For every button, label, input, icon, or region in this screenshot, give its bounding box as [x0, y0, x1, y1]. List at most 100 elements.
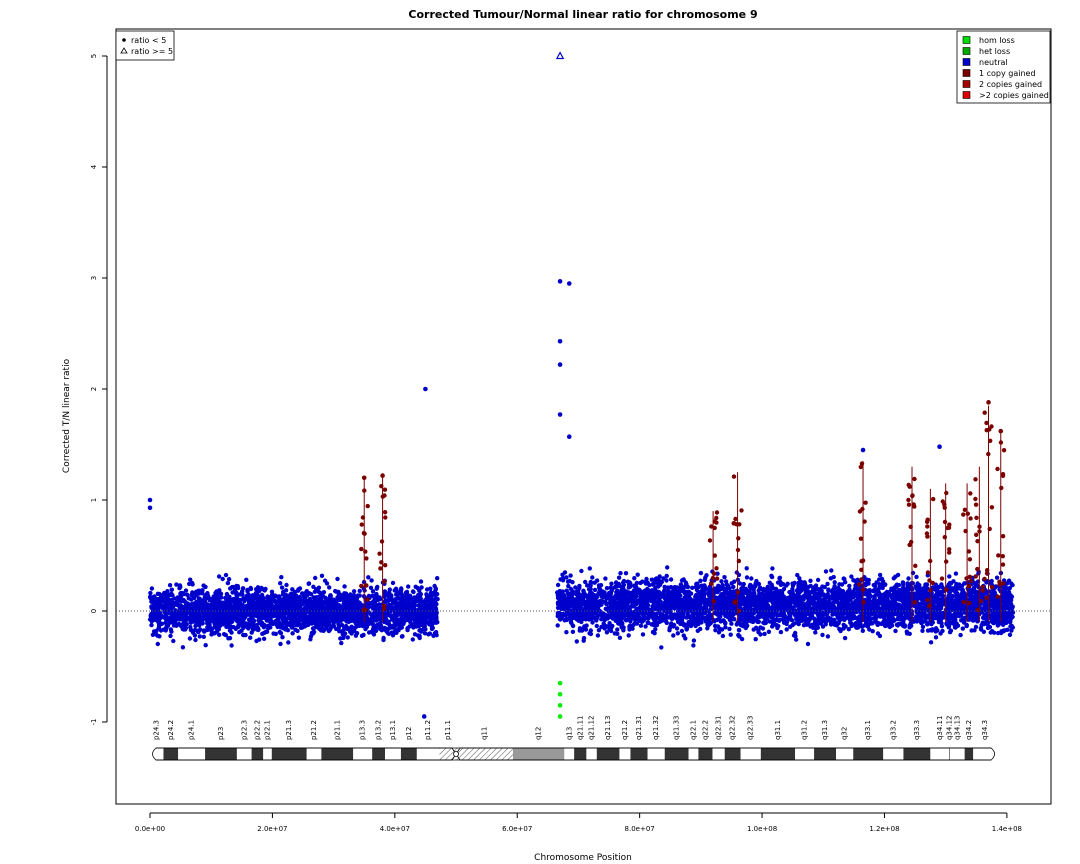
data-point	[264, 629, 270, 634]
data-point	[756, 581, 762, 587]
data-point	[306, 615, 311, 620]
data-point	[184, 609, 189, 614]
data-point	[213, 613, 218, 619]
data-point	[245, 589, 250, 594]
data-point	[841, 576, 846, 581]
data-point	[284, 620, 289, 625]
data-point	[419, 622, 424, 627]
data-point	[688, 623, 694, 629]
data-point	[271, 620, 277, 625]
data-point	[564, 630, 569, 635]
data-point	[723, 625, 728, 630]
data-point	[317, 606, 323, 611]
data-point	[609, 581, 614, 586]
data-point	[148, 613, 153, 618]
data-point	[419, 585, 424, 590]
data-point	[274, 594, 280, 599]
data-point	[396, 609, 401, 614]
data-point	[217, 632, 222, 637]
data-point	[327, 585, 332, 590]
data-point	[342, 631, 348, 636]
data-point	[232, 602, 237, 607]
data-point	[166, 618, 171, 624]
data-point	[720, 633, 726, 639]
data-point	[326, 620, 331, 625]
data-point	[212, 630, 218, 636]
data-point	[184, 616, 190, 621]
data-point	[249, 630, 254, 635]
data-point	[762, 631, 767, 637]
data-point	[149, 622, 154, 628]
data-point	[315, 587, 320, 592]
data-point	[168, 633, 173, 639]
data-point	[285, 628, 291, 633]
data-point	[947, 630, 953, 635]
data-point	[201, 634, 206, 639]
data-point	[661, 576, 666, 581]
data-point	[336, 622, 341, 627]
data-point	[200, 621, 205, 626]
data-point	[381, 637, 386, 643]
data-point	[261, 636, 267, 641]
data-point	[794, 637, 799, 642]
data-point	[860, 628, 865, 633]
data-point	[308, 637, 313, 642]
data-point	[245, 624, 250, 630]
data-point	[382, 627, 388, 632]
data-point	[388, 623, 393, 629]
data-point	[322, 578, 328, 583]
data-point	[422, 631, 428, 636]
data-point	[389, 594, 394, 600]
data-point	[691, 638, 697, 643]
data-point	[267, 595, 273, 600]
data-point	[425, 615, 430, 620]
data-point	[176, 597, 181, 602]
data-point	[187, 636, 193, 641]
data-point	[262, 613, 267, 618]
data-point	[430, 625, 435, 631]
data-point	[394, 620, 399, 625]
data-point	[283, 588, 289, 593]
data-point	[391, 623, 397, 628]
data-point	[307, 606, 313, 611]
data-point	[290, 610, 295, 615]
data-point	[178, 584, 183, 590]
data-point	[186, 606, 192, 611]
data-point	[434, 616, 439, 621]
data-point	[594, 623, 599, 629]
data-point	[595, 633, 601, 638]
data-point	[317, 613, 323, 618]
data-point	[287, 614, 293, 619]
data-point	[331, 621, 336, 626]
data-point	[278, 625, 283, 630]
data-point	[403, 611, 409, 617]
data-point	[370, 589, 376, 594]
data-point	[269, 589, 275, 594]
data-point	[374, 617, 379, 622]
data-point	[431, 592, 436, 597]
data-point	[366, 630, 372, 635]
data-point	[390, 633, 396, 638]
data-point	[186, 596, 191, 601]
data-point	[244, 577, 249, 582]
data-point	[387, 587, 392, 592]
data-point	[185, 601, 191, 606]
data-point	[226, 577, 232, 582]
data-point	[343, 613, 348, 618]
data-point	[178, 591, 183, 596]
data-point	[332, 602, 337, 607]
data-point	[906, 576, 911, 581]
data-point	[279, 585, 285, 590]
data-point	[298, 597, 303, 603]
data-point	[416, 612, 421, 617]
data-point	[282, 617, 288, 622]
data-point	[202, 629, 207, 634]
data-point	[343, 623, 349, 629]
data-point	[278, 596, 283, 602]
data-point	[169, 629, 174, 634]
data-point	[377, 602, 382, 607]
data-point	[433, 630, 439, 635]
points-layer	[147, 565, 1016, 650]
data-point	[1009, 628, 1014, 633]
data-point	[617, 635, 623, 640]
